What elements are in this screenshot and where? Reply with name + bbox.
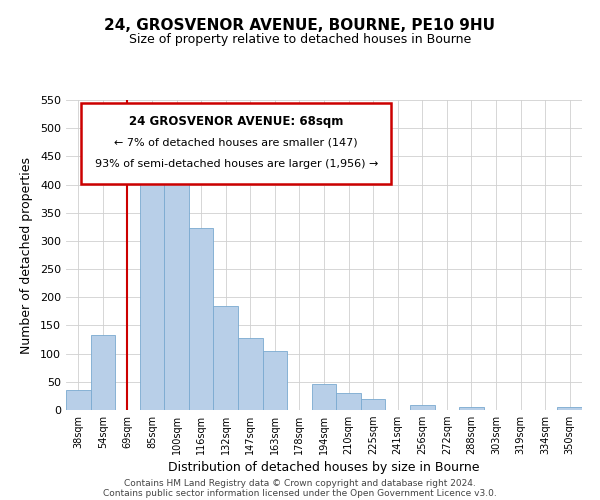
Bar <box>459 406 484 410</box>
Bar <box>189 228 214 410</box>
Text: 24, GROSVENOR AVENUE, BOURNE, PE10 9HU: 24, GROSVENOR AVENUE, BOURNE, PE10 9HU <box>104 18 496 32</box>
Bar <box>410 405 434 410</box>
FancyBboxPatch shape <box>82 103 391 184</box>
Y-axis label: Number of detached properties: Number of detached properties <box>20 156 33 354</box>
Text: ← 7% of detached houses are smaller (147): ← 7% of detached houses are smaller (147… <box>115 137 358 147</box>
Bar <box>336 393 361 410</box>
Bar <box>214 306 238 410</box>
Bar <box>238 338 263 410</box>
Bar <box>140 166 164 410</box>
Text: 24 GROSVENOR AVENUE: 68sqm: 24 GROSVENOR AVENUE: 68sqm <box>129 116 343 128</box>
Text: Contains HM Land Registry data © Crown copyright and database right 2024.: Contains HM Land Registry data © Crown c… <box>124 478 476 488</box>
Bar <box>361 398 385 410</box>
X-axis label: Distribution of detached houses by size in Bourne: Distribution of detached houses by size … <box>168 462 480 474</box>
Text: Size of property relative to detached houses in Bourne: Size of property relative to detached ho… <box>129 32 471 46</box>
Bar <box>164 182 189 410</box>
Bar <box>66 390 91 410</box>
Bar <box>263 352 287 410</box>
Bar <box>91 335 115 410</box>
Bar <box>557 407 582 410</box>
Text: Contains public sector information licensed under the Open Government Licence v3: Contains public sector information licen… <box>103 488 497 498</box>
Text: 93% of semi-detached houses are larger (1,956) →: 93% of semi-detached houses are larger (… <box>95 159 378 169</box>
Bar <box>312 384 336 410</box>
